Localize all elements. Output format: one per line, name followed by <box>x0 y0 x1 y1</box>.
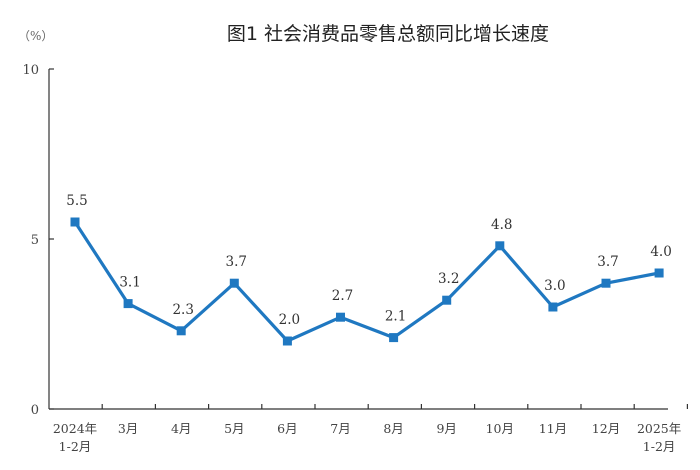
y-axis-ticks: 0 5 10 <box>22 63 54 418</box>
x-tick-label: 11月 <box>539 421 567 436</box>
data-point-marker <box>601 278 611 288</box>
y-tick-label: 10 <box>22 63 39 78</box>
data-label: 2.1 <box>385 309 406 325</box>
data-label: 4.0 <box>650 244 671 260</box>
data-label: 3.0 <box>544 278 565 294</box>
x-tick-label: 1-2月 <box>59 439 92 454</box>
x-tick-label: 6月 <box>277 421 297 436</box>
x-tick-label: 2025年 <box>637 421 681 436</box>
data-label: 5.5 <box>66 193 87 209</box>
chart-title: 图1 社会消费品零售总额同比增长速度 <box>227 23 549 45</box>
data-label: 2.0 <box>279 312 300 328</box>
axes <box>48 69 668 410</box>
data-point-marker <box>70 217 80 227</box>
data-point-marker <box>548 302 558 312</box>
data-point-marker <box>389 333 399 343</box>
data-point-marker <box>336 312 345 322</box>
data-label: 2.3 <box>172 302 193 318</box>
x-tick-label: 9月 <box>436 421 456 436</box>
series-line <box>73 221 660 343</box>
x-axis-labels: 2024年 1-2月 3月 4月 5月 6月 7月 8月 9月 10月 11月 12月 2025年 1-2… <box>53 404 689 454</box>
y-tick-label: 5 <box>31 233 39 248</box>
x-tick-label: 3月 <box>118 421 138 436</box>
x-tick-label: 8月 <box>383 421 403 436</box>
x-tick-label: 5月 <box>224 421 244 436</box>
data-label: 3.2 <box>438 271 459 287</box>
data-point-marker <box>495 241 505 251</box>
data-label: 3.7 <box>226 254 247 270</box>
data-label: 3.7 <box>597 254 618 270</box>
data-point-marker <box>229 278 239 288</box>
data-point-marker <box>123 299 133 309</box>
data-point-marker <box>442 295 452 305</box>
data-point-marker <box>282 336 292 346</box>
data-series: 5.5 3.1 2.3 3.7 2.0 2.7 2.1 3.2 4.8 3.0 3.7 4.0 <box>66 193 672 346</box>
x-tick-label: 10月 <box>486 421 514 436</box>
x-tick-label: 12月 <box>592 421 620 436</box>
data-label: 3.1 <box>119 275 140 291</box>
data-label: 2.7 <box>332 288 353 304</box>
data-point-marker <box>176 326 186 336</box>
x-tick-label: 4月 <box>171 421 191 436</box>
y-tick-label: 0 <box>31 403 39 418</box>
data-point-marker <box>654 268 664 278</box>
data-label: 4.8 <box>491 217 512 233</box>
x-tick-label: 2024年 <box>53 421 97 436</box>
x-tick-label: 7月 <box>330 421 350 436</box>
x-tick-label: 1-2月 <box>643 439 676 454</box>
y-axis-unit: （%） <box>18 29 53 43</box>
